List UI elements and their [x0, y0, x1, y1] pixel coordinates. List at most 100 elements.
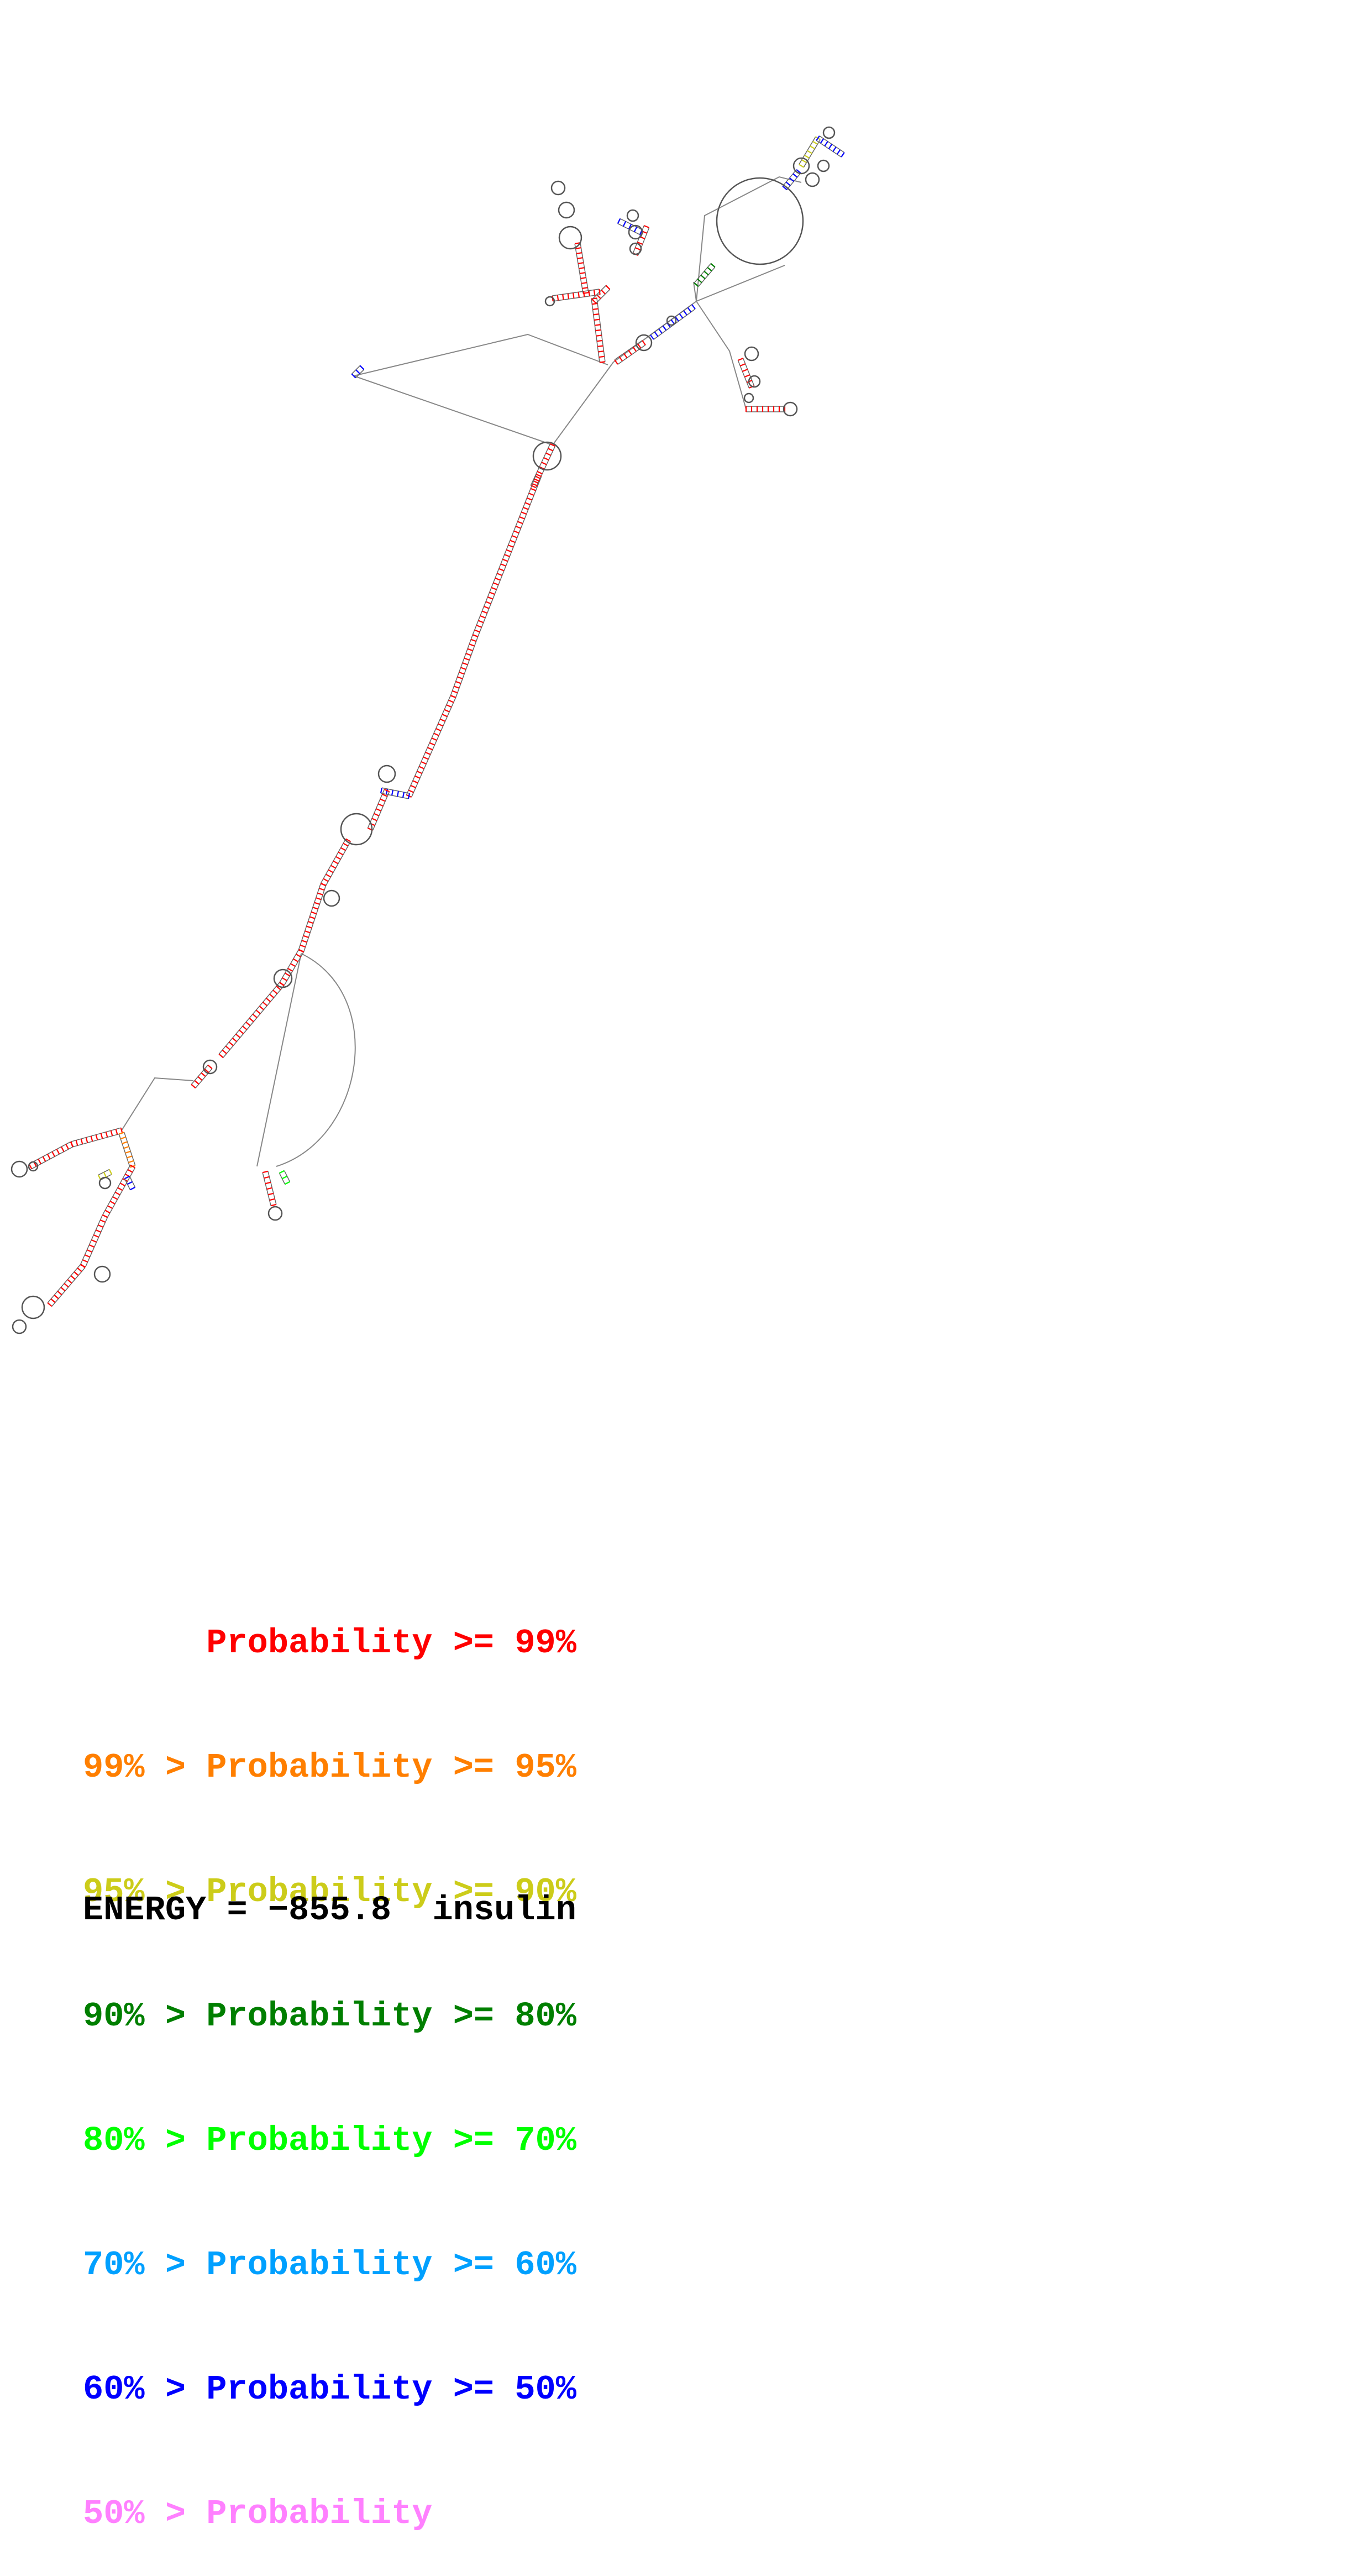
base-pair	[109, 1201, 116, 1205]
helix-strand	[124, 1132, 136, 1166]
base-pair	[807, 150, 812, 154]
base-pair	[371, 818, 377, 821]
base-pair	[120, 1136, 126, 1140]
base-pair	[122, 1141, 128, 1144]
base-pair	[454, 685, 460, 689]
base-pair	[580, 277, 586, 279]
base-pair	[124, 1175, 130, 1180]
base-pair	[478, 620, 484, 624]
base-pair	[789, 177, 795, 182]
base-pair	[128, 1160, 134, 1164]
base-pair	[582, 287, 588, 289]
base-pair	[658, 328, 663, 334]
base-pair	[450, 694, 456, 699]
base-pair	[85, 1137, 88, 1143]
base-pair	[77, 1267, 82, 1273]
base-pair	[431, 737, 437, 741]
loop-circle	[323, 889, 340, 907]
base-pair	[650, 334, 654, 340]
helix-strand	[450, 635, 474, 696]
base-pair	[65, 1144, 69, 1150]
base-pair	[204, 1068, 209, 1074]
base-pair	[377, 803, 384, 807]
helix-strand	[530, 443, 551, 486]
base-pair	[414, 775, 421, 779]
base-pair	[579, 272, 586, 274]
backbone-segment	[256, 953, 302, 1167]
loop-circle	[267, 1206, 283, 1221]
base-pair	[290, 963, 296, 967]
loop-circle	[12, 1319, 27, 1334]
base-pair	[130, 1164, 135, 1169]
base-pair	[675, 316, 679, 322]
base-pair	[439, 718, 445, 722]
helix-strand	[223, 985, 285, 1058]
loop-circle	[28, 1161, 39, 1172]
backbone-segment	[693, 281, 697, 302]
base-pair	[232, 1038, 237, 1043]
base-pair	[528, 493, 534, 496]
helix-strand	[31, 1146, 74, 1170]
probability-legend: Probability >= 99% 99% > Probability >= …	[83, 1540, 576, 2576]
base-pair	[521, 511, 527, 515]
backbone-lines	[121, 176, 802, 1167]
backbone-segment	[353, 375, 553, 446]
helix-strand	[284, 952, 304, 986]
base-pair	[444, 709, 450, 713]
base-pair	[191, 1083, 196, 1089]
base-pair	[103, 1172, 107, 1177]
base-pair	[74, 1271, 79, 1276]
legend-row-below-50: 50% > Probability	[83, 2494, 433, 2533]
base-pair	[402, 792, 405, 798]
loop-circle	[377, 765, 396, 783]
base-pair	[429, 742, 435, 746]
base-pair	[593, 290, 596, 296]
helix-strand	[381, 787, 410, 794]
loop-circle	[11, 1160, 28, 1178]
legend-row-80: 90% > Probability >= 80%	[83, 1997, 576, 2036]
helix-strand	[553, 294, 600, 302]
base-pair	[127, 1155, 133, 1159]
base-pair	[506, 549, 512, 553]
base-pair	[710, 263, 716, 268]
base-pair	[485, 601, 491, 605]
base-pair	[279, 1170, 285, 1174]
base-pair	[70, 1142, 74, 1147]
helix-strand	[102, 1165, 131, 1215]
base-pair	[508, 544, 514, 548]
base-pair	[524, 502, 531, 506]
base-pair	[465, 653, 471, 656]
base-pair	[338, 851, 344, 856]
base-pair	[683, 310, 687, 316]
base-pair	[796, 169, 801, 174]
base-pair	[115, 1129, 118, 1135]
base-pair	[119, 1182, 125, 1187]
base-pair	[374, 813, 380, 816]
base-pair	[80, 1138, 83, 1145]
base-pair	[391, 789, 394, 796]
base-pair	[816, 135, 820, 141]
backbone-segment	[276, 953, 356, 1167]
base-pair	[287, 967, 293, 972]
base-pair	[343, 842, 349, 847]
base-pair	[679, 313, 684, 319]
base-pair	[95, 1229, 102, 1233]
base-pair	[311, 911, 317, 915]
base-pair	[637, 242, 643, 245]
base-pair	[504, 554, 510, 557]
base-pair	[500, 563, 506, 567]
base-pair	[597, 345, 603, 347]
loop-circle	[743, 392, 754, 404]
base-pair	[88, 1244, 95, 1248]
base-pair	[279, 981, 285, 987]
base-pair	[517, 521, 523, 525]
base-pair	[824, 141, 828, 146]
base-pair	[249, 1017, 254, 1023]
loop-circle	[666, 315, 677, 326]
base-pair	[93, 1234, 99, 1238]
loop-circle	[93, 1265, 111, 1283]
base-pair	[345, 838, 351, 842]
base-pair	[303, 935, 309, 938]
backbone-segment	[121, 1077, 194, 1131]
base-pair	[654, 331, 659, 337]
